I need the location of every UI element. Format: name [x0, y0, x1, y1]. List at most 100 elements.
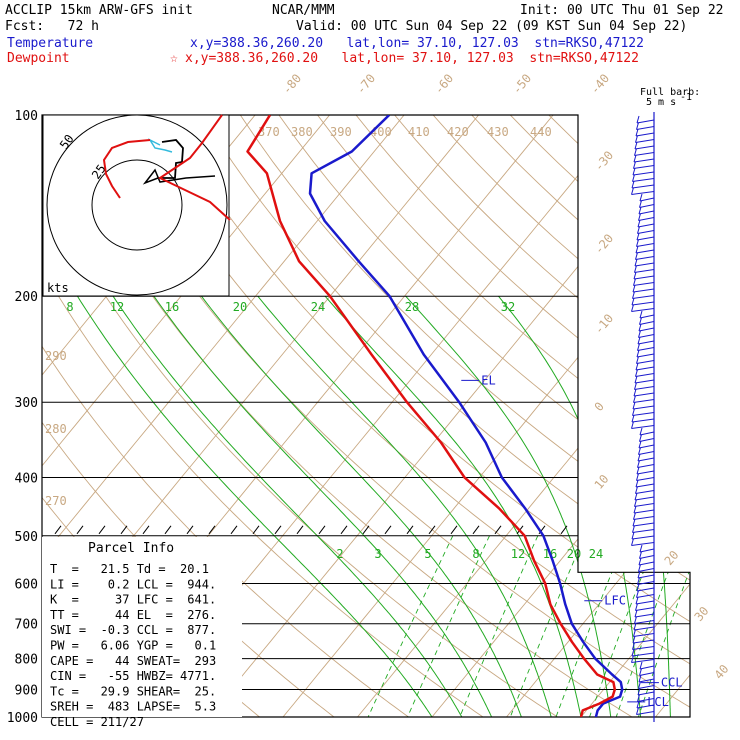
wind-barb-flag — [639, 200, 642, 208]
pressure-tick-label: 800 — [15, 653, 38, 668]
pressure-tick-label: 1000 — [7, 711, 38, 726]
wind-barb-flag — [639, 427, 643, 436]
parcel-info-row: CAPE = 44 SWEAT= 293 — [50, 654, 216, 668]
wind-barb-flag — [632, 284, 636, 293]
theta-label: 420 — [447, 125, 469, 139]
dry-adiabat-line — [42, 115, 484, 717]
dewpoint-marker-icon: ☆ — [170, 51, 178, 66]
mixing-ratio-line — [407, 535, 490, 717]
hodograph-trace-cyan — [147, 138, 173, 153]
hatch-mark — [472, 525, 480, 535]
wind-barb-flag — [634, 265, 637, 273]
wind-barb — [634, 620, 655, 624]
wind-barb-flag — [632, 635, 636, 644]
wind-barb — [633, 165, 655, 169]
valid-label: Valid: 00 UTC Sun 04 Sep 22 (09 KST Sun … — [296, 19, 687, 34]
hatch-mark — [384, 525, 392, 535]
hatch-mark — [230, 525, 238, 535]
hodograph-unit-label: kts — [47, 281, 69, 295]
pressure-tick-label: 100 — [15, 109, 38, 124]
wind-barb — [638, 678, 655, 683]
isotherm-line — [357, 115, 690, 717]
dry-adiabat-line — [355, 115, 690, 717]
wind-barb-flag — [634, 492, 638, 501]
hatch-mark — [142, 525, 150, 535]
theta-label: 370 — [258, 125, 280, 139]
wind-barb — [637, 464, 655, 468]
wind-barb — [638, 210, 655, 215]
wind-barb-flag — [635, 369, 638, 377]
moist-adiabat-line — [593, 295, 671, 717]
wind-barb — [636, 594, 655, 598]
mixing-ratio-label: 24 — [589, 547, 603, 561]
wind-barb — [637, 347, 655, 351]
moist-adiabat-label: 8 — [66, 300, 73, 314]
wind-barb-flag — [637, 694, 640, 702]
hatch-mark — [362, 525, 370, 535]
wind-barb — [635, 607, 655, 611]
wind-barb-flag — [635, 596, 639, 605]
mixing-ratio-line — [509, 535, 585, 717]
moist-adiabat-label: 16 — [165, 300, 179, 314]
wind-barb-flag — [637, 687, 641, 696]
wind-barb-flag — [631, 421, 634, 429]
isotherm-label: -20 — [592, 231, 617, 257]
wind-barb — [637, 691, 655, 696]
wind-barb — [632, 639, 655, 644]
wind-barb-flag — [636, 466, 640, 475]
wind-barb — [638, 685, 655, 689]
wind-barb — [634, 269, 655, 273]
wind-barb-flag — [636, 122, 639, 130]
wind-barb-flag — [634, 609, 638, 618]
hodograph-ring-label: 50 — [57, 132, 77, 152]
wind-barb-flag — [631, 538, 634, 546]
moist-adiabat-line — [201, 295, 522, 717]
pressure-tick-label: 500 — [15, 530, 38, 545]
isotherm-label: -50 — [510, 71, 535, 97]
wind-barb-flag — [639, 317, 642, 325]
wind-barb-flag — [637, 453, 641, 462]
barb-key-line2: 5 m s — [646, 97, 676, 108]
wind-barb-flag — [639, 434, 642, 442]
mixing-ratio-label: 20 — [567, 547, 581, 561]
dry-adiabat-line — [703, 115, 740, 717]
pressure-tick-label: 300 — [15, 396, 38, 411]
org-label: NCAR/MMM — [272, 3, 335, 18]
temperature-profile-line — [308, 115, 624, 717]
parcel-info-row: CELL = 211/27 — [50, 715, 144, 729]
wind-barb — [638, 451, 655, 455]
hatch-mark — [450, 525, 458, 535]
wind-barb — [633, 158, 655, 163]
pressure-tick-label: 600 — [15, 577, 38, 592]
hatch-mark — [54, 525, 62, 535]
wind-barb-flag — [639, 310, 643, 319]
parcel-info-panel — [42, 537, 242, 717]
wind-barb — [631, 659, 655, 663]
mixing-ratio-label: 8 — [472, 547, 479, 561]
barb-key-line1: Full barb: — [640, 87, 700, 98]
wind-barb — [632, 295, 655, 299]
wind-barb-flag — [636, 700, 640, 709]
wind-barb — [635, 490, 655, 494]
pressure-tick-label: 400 — [15, 471, 38, 486]
wind-barb-flag — [634, 148, 637, 156]
wind-barb-flag — [635, 252, 638, 260]
theta-label: 410 — [408, 125, 430, 139]
wind-barb — [634, 613, 655, 618]
theta-label: 290 — [45, 349, 67, 363]
wind-barb — [639, 672, 655, 676]
wind-barb — [634, 262, 655, 267]
wind-barb-flag — [633, 388, 637, 397]
wind-barb — [638, 568, 655, 572]
hatch-mark — [186, 525, 194, 535]
parcel-info-row: K = 37 LFC = 641. — [50, 593, 216, 607]
wind-barb-flag — [638, 206, 642, 215]
wind-barb — [635, 249, 655, 254]
model-title: ACCLIP 15km ARW-GFS init — [5, 3, 193, 18]
temperature-legend-label: Temperature — [7, 36, 93, 51]
wind-barb-flag — [639, 668, 642, 676]
hodograph-ring-50 — [46, 114, 228, 296]
wind-barb — [639, 431, 655, 436]
isotherm-label: 0 — [592, 399, 607, 414]
dry-adiabat-line — [42, 115, 558, 717]
